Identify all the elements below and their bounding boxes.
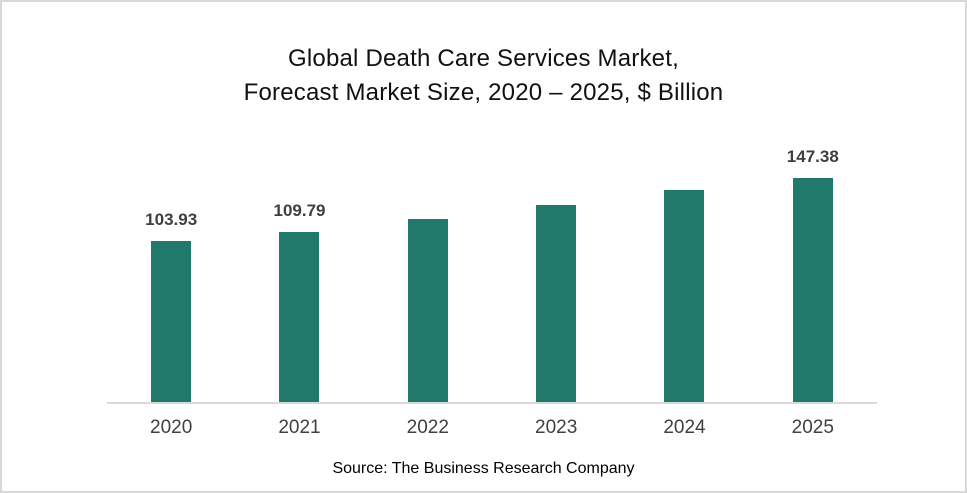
source-attribution: Source: The Business Research Company <box>332 460 635 477</box>
bar-column-2024 <box>620 147 748 402</box>
bar-column-2021: 109.79 <box>235 147 363 402</box>
bar-column-2025: 147.38 <box>749 147 877 402</box>
bar-column-2023 <box>492 147 620 402</box>
bar-2023 <box>536 205 577 402</box>
x-axis-label-2025: 2025 <box>791 417 834 438</box>
bar-2021 <box>279 232 320 402</box>
value-label-2020: 103.93 <box>145 210 198 230</box>
chart-title-line2: Forecast Market Size, 2020 – 2025, $ Bil… <box>243 79 724 106</box>
x-axis-label-2023: 2023 <box>535 417 578 438</box>
x-axis-label-2021: 2021 <box>278 417 321 438</box>
x-axis-labels: 2020 2021 2022 2023 2024 2025 <box>107 417 877 439</box>
x-axis-label-2024: 2024 <box>663 417 706 438</box>
x-axis-label-2022: 2022 <box>406 417 449 438</box>
x-axis-label-2020: 2020 <box>150 417 193 438</box>
bar-2020 <box>151 241 192 402</box>
bars-container: 103.93 109.79 147.38 <box>107 147 877 402</box>
chart-title-line1: Global Death Care Services Market, <box>288 45 679 72</box>
bar-2022 <box>407 219 448 402</box>
plot-area: 103.93 109.79 147.38 <box>107 147 877 404</box>
bar-column-2022 <box>364 147 492 402</box>
value-label-2021: 109.79 <box>273 201 326 221</box>
bar-2024 <box>664 190 705 402</box>
chart-title: Global Death Care Services Market, Forec… <box>2 42 965 110</box>
bar-column-2020: 103.93 <box>107 147 235 402</box>
x-axis-line <box>107 402 877 404</box>
value-label-2025: 147.38 <box>786 147 839 166</box>
bar-2025 <box>792 178 833 402</box>
